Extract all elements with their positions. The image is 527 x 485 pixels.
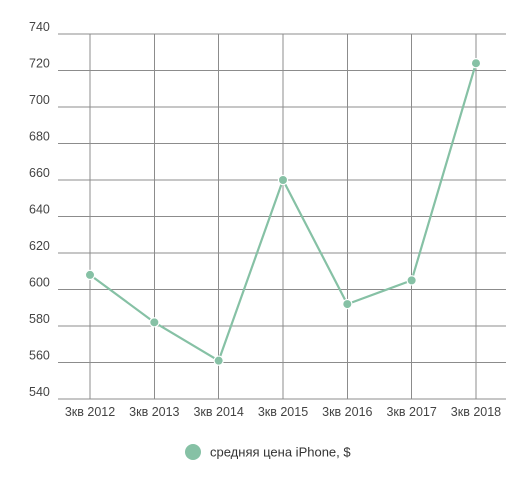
vertical-gridlines — [89, 34, 477, 399]
y-tick-label: 700 — [29, 93, 50, 107]
legend: средняя цена iPhone, $ — [185, 444, 351, 460]
x-tick-label: 3кв 2018 — [451, 405, 501, 419]
data-point — [84, 269, 96, 281]
y-tick-label: 720 — [29, 57, 50, 71]
x-axis-tick-labels: 3кв 2012 3кв 2013 3кв 2014 3кв 2015 3кв 2016… — [65, 405, 501, 419]
legend-marker — [185, 444, 201, 460]
y-tick-label: 660 — [29, 166, 50, 180]
y-tick-label: 600 — [29, 276, 50, 290]
x-tick-label: 3кв 2017 — [386, 405, 436, 419]
y-axis-tick-labels: 540 560 580 600 620 640 660 680 700 720 740 — [29, 20, 50, 399]
data-point — [470, 58, 482, 69]
x-tick-label: 3кв 2013 — [129, 405, 179, 419]
data-point — [213, 355, 224, 366]
x-tick-label: 3кв 2015 — [258, 405, 308, 419]
data-point — [277, 174, 289, 186]
data-point — [406, 275, 417, 286]
y-tick-label: 540 — [29, 385, 50, 399]
x-tick-label: 3кв 2012 — [65, 405, 115, 419]
x-tick-label: 3кв 2016 — [322, 405, 372, 419]
y-tick-label: 560 — [29, 349, 50, 363]
horizontal-gridlines — [58, 33, 506, 400]
legend-label: средняя цена iPhone, $ — [210, 445, 351, 460]
y-tick-label: 640 — [29, 203, 50, 217]
y-tick-label: 580 — [29, 312, 50, 326]
y-tick-label: 740 — [29, 20, 50, 34]
data-point — [149, 317, 160, 328]
y-tick-label: 620 — [29, 239, 50, 253]
y-tick-label: 680 — [29, 130, 50, 144]
series-group — [84, 58, 482, 366]
x-tick-label: 3кв 2014 — [193, 405, 243, 419]
data-point — [342, 298, 353, 310]
